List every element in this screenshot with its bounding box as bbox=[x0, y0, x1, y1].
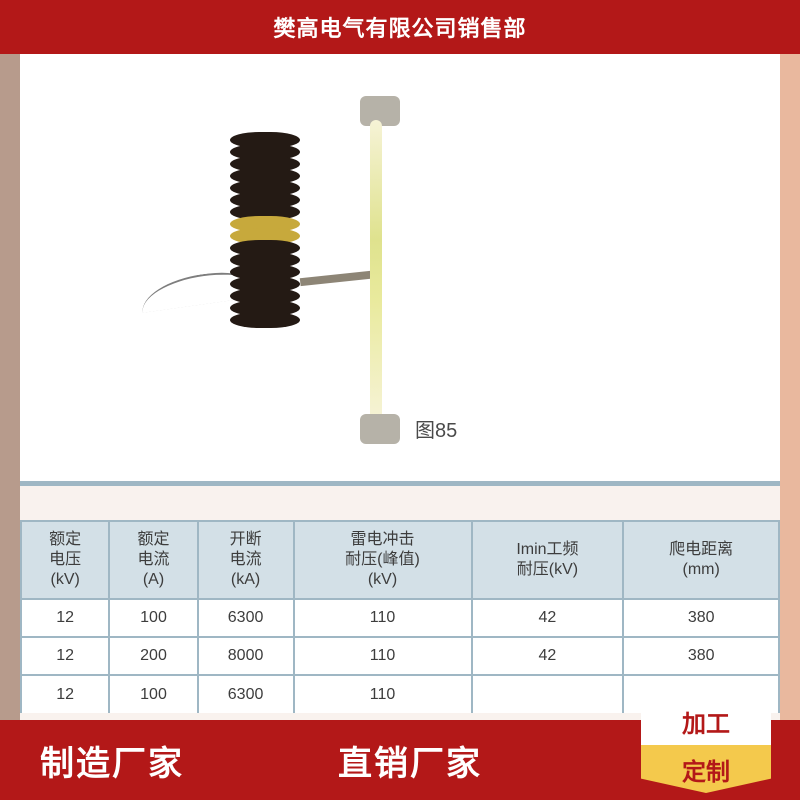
company-name: 樊高电气有限公司销售部 bbox=[273, 11, 526, 43]
cell: 110 bbox=[294, 675, 472, 713]
table-header-row: 额定 电压 (kV) 额定 电流 (A) 开断 电流 (kA) bbox=[21, 521, 779, 599]
col-rated-voltage: 额定 电压 (kV) bbox=[21, 521, 109, 599]
header-band: 樊高电气有限公司销售部 bbox=[0, 0, 800, 54]
spec-table-wrap: 额定 电压 (kV) 额定 电流 (A) 开断 电流 (kA) bbox=[20, 520, 780, 713]
insulator-stack bbox=[230, 136, 300, 328]
figure-caption: 图85 bbox=[415, 414, 457, 443]
cell: 6300 bbox=[198, 599, 294, 637]
fuse-bottom-contact bbox=[360, 414, 400, 444]
footer-band: 制造厂家 直销厂家 加工 定制 bbox=[0, 720, 800, 800]
col-breaking-current: 开断 电流 (kA) bbox=[198, 521, 294, 599]
right-margin bbox=[780, 54, 800, 720]
table-row: 12 100 6300 110 42 380 bbox=[21, 599, 779, 637]
badge-bottom: 定制 bbox=[641, 745, 771, 793]
badge-top: 加工 bbox=[641, 697, 771, 745]
spec-table: 额定 电压 (kV) 额定 电流 (A) 开断 电流 (kA) bbox=[20, 520, 780, 713]
col-creepage: 爬电距离 (mm) bbox=[623, 521, 779, 599]
corner-badge: 加工 定制 bbox=[636, 695, 776, 795]
cell: 12 bbox=[21, 599, 109, 637]
fuse-tube bbox=[370, 120, 382, 420]
mount-bracket bbox=[300, 270, 380, 286]
cell: 42 bbox=[472, 599, 624, 637]
cell: 100 bbox=[109, 599, 197, 637]
cell: 110 bbox=[294, 599, 472, 637]
table-row: 12 200 8000 110 42 380 bbox=[21, 637, 779, 675]
cell: 110 bbox=[294, 637, 472, 675]
left-margin bbox=[0, 54, 20, 720]
cell: 8000 bbox=[198, 637, 294, 675]
cell: 6300 bbox=[198, 675, 294, 713]
slogan-left: 制造厂家 bbox=[40, 736, 184, 785]
cell: 12 bbox=[21, 675, 109, 713]
page-root: 樊高电气有限公司销售部 图85 额定 电压 (kV) bbox=[0, 0, 800, 800]
col-lightning-impulse: 雷电冲击 耐压(峰值) (kV) bbox=[294, 521, 472, 599]
col-power-freq: Imin工频 耐压(kV) bbox=[472, 521, 624, 599]
slogan-mid: 直销厂家 bbox=[338, 736, 482, 785]
cell: 380 bbox=[623, 637, 779, 675]
cell bbox=[472, 675, 624, 713]
product-photo: 图85 bbox=[20, 54, 780, 486]
cell: 100 bbox=[109, 675, 197, 713]
cell: 42 bbox=[472, 637, 624, 675]
col-rated-current: 额定 电流 (A) bbox=[109, 521, 197, 599]
cell: 200 bbox=[109, 637, 197, 675]
cell: 12 bbox=[21, 637, 109, 675]
cell: 380 bbox=[623, 599, 779, 637]
